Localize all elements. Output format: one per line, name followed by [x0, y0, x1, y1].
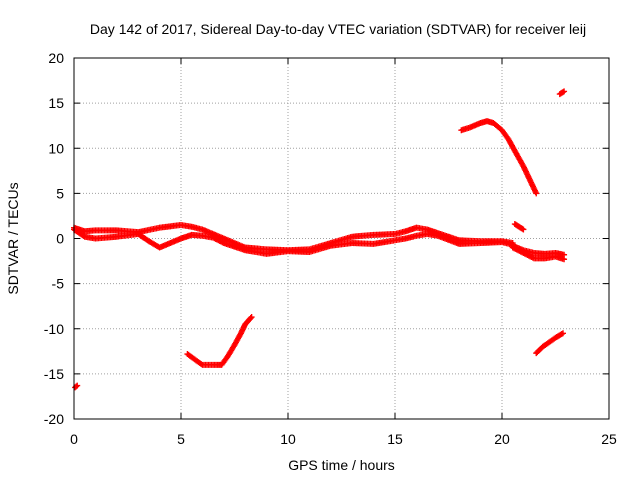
series-lower-track [71, 226, 516, 257]
y-tick-label: -15 [44, 366, 64, 382]
data-point [80, 232, 87, 239]
series-isolated-start [72, 382, 81, 391]
y-tick-label: 5 [56, 185, 64, 201]
y-axis-title: SDTVAR / TECUs [5, 182, 21, 294]
y-tick-label: 20 [48, 50, 64, 66]
data-point [198, 360, 205, 367]
y-tick-label: 10 [48, 140, 64, 156]
x-tick-label: 20 [494, 431, 510, 447]
plot-frame [73, 57, 610, 420]
data-point [248, 314, 255, 321]
series-late-rise [533, 330, 566, 357]
chart-title: Day 142 of 2017, Sidereal Day-to-day VTE… [90, 21, 586, 37]
series-morning-dip [184, 314, 255, 368]
y-tick-label: -20 [44, 411, 64, 427]
data-point [247, 315, 254, 322]
data-points [71, 88, 568, 391]
data-point [559, 330, 566, 337]
x-tick-label: 10 [280, 431, 296, 447]
data-point [520, 226, 527, 233]
data-point [74, 382, 81, 389]
y-tick-label: -5 [52, 276, 65, 292]
data-point [533, 190, 540, 197]
data-point [561, 256, 568, 263]
x-tick-label: 25 [601, 431, 617, 447]
x-tick-label: 15 [387, 431, 403, 447]
series-evening-arc [458, 118, 540, 197]
series-end-band-low [509, 244, 568, 263]
series-short-segment-20.7 [511, 221, 527, 233]
x-tick-label: 5 [177, 431, 185, 447]
x-tick-label: 0 [70, 431, 78, 447]
data-point [558, 331, 565, 338]
y-axis-ticks: -20 -15 -10 -5 0 5 10 15 20 [44, 50, 609, 427]
y-tick-label: 0 [56, 231, 64, 247]
data-point [561, 88, 568, 95]
y-tick-label: -10 [44, 321, 64, 337]
series-isolated-end [556, 88, 568, 98]
x-axis-title: GPS time / hours [288, 457, 395, 473]
y-tick-label: 15 [48, 95, 64, 111]
